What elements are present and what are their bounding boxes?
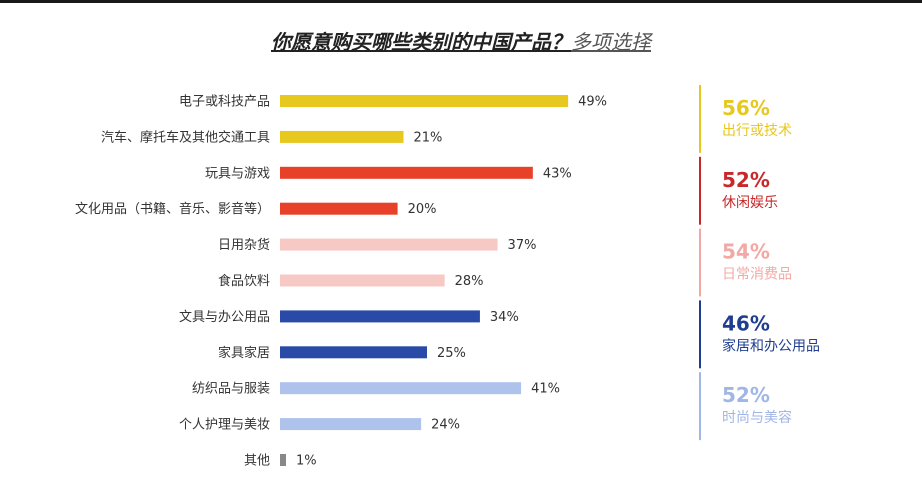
bar <box>280 418 422 431</box>
category-label: 文化用品（书籍、音乐、影音等） <box>75 201 270 217</box>
category-label: 玩具与游戏 <box>205 166 270 181</box>
data-label: 21% <box>413 130 442 145</box>
title-note: 多项选择 <box>571 30 651 54</box>
category-label: 汽车、摩托车及其他交通工具 <box>101 129 270 145</box>
group-percent: 52% <box>722 168 770 192</box>
data-label: 20% <box>408 202 437 217</box>
data-label: 34% <box>490 310 519 325</box>
data-label: 49% <box>578 95 607 110</box>
data-label: 37% <box>508 238 537 253</box>
data-label: 1% <box>296 454 317 469</box>
category-label: 食品饮料 <box>218 273 270 289</box>
category-label: 个人护理与美妆 <box>179 418 270 433</box>
group-percent: 46% <box>722 311 770 335</box>
data-label: 28% <box>455 274 484 289</box>
group-name: 时尚与美容 <box>722 409 792 426</box>
group-name: 出行或技术 <box>722 123 792 139</box>
bar <box>280 95 569 107</box>
data-label: 24% <box>431 418 460 433</box>
bar <box>280 454 286 466</box>
top-border <box>0 0 922 3</box>
bar <box>280 310 480 323</box>
bar <box>280 130 404 143</box>
category-label: 文具与办公用品 <box>179 310 270 325</box>
group-name: 家居和办公用品 <box>722 337 820 354</box>
category-label: 日用杂货 <box>218 237 270 253</box>
group-name: 日常消费品 <box>722 267 792 283</box>
group-percent: 54% <box>722 240 770 264</box>
group-name: 休闲娱乐 <box>722 195 778 211</box>
group-percent: 56% <box>722 96 770 120</box>
data-label: 41% <box>531 382 560 397</box>
group-percent: 52% <box>722 383 770 407</box>
title-question: 你愿意购买哪些类别的中国产品？ <box>271 30 571 54</box>
category-label: 家具家居 <box>218 345 270 361</box>
bar <box>280 346 427 359</box>
category-label: 其他 <box>244 454 270 469</box>
bar <box>280 238 498 251</box>
data-label: 25% <box>437 346 466 361</box>
category-label: 电子或科技产品 <box>179 95 270 110</box>
bar <box>280 382 522 395</box>
chart-title: 你愿意购买哪些类别的中国产品？多项选择 <box>0 26 922 55</box>
data-label: 43% <box>543 166 572 181</box>
bar <box>280 274 445 287</box>
bar <box>280 166 533 179</box>
bar <box>280 202 398 215</box>
category-label: 纺织品与服装 <box>192 382 270 397</box>
